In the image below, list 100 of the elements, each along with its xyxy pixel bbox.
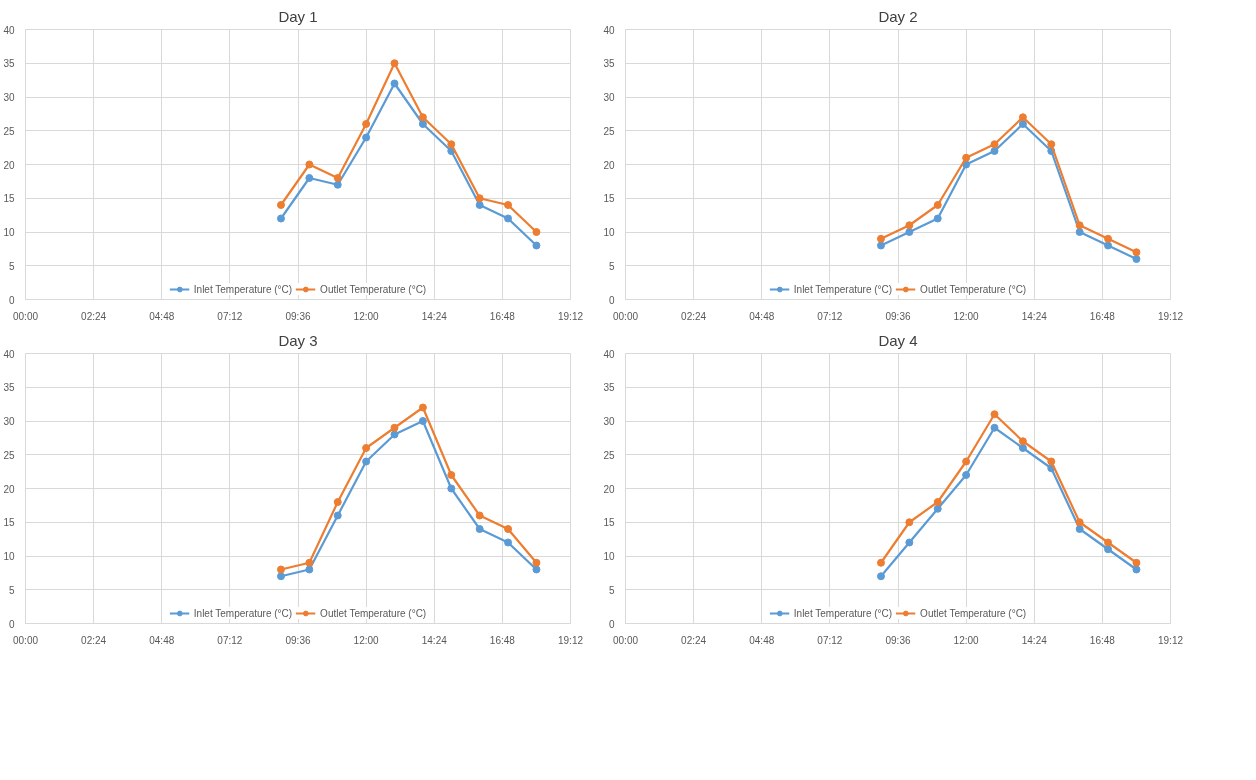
point <box>418 417 427 425</box>
point <box>1104 234 1113 243</box>
y-tick-label: 35 <box>3 382 15 394</box>
point <box>362 120 371 128</box>
point <box>1104 545 1113 554</box>
point <box>1104 538 1113 547</box>
y-tick-label: 20 <box>603 159 615 171</box>
point <box>390 59 399 68</box>
x-tick-label: 04:48 <box>749 634 775 646</box>
point <box>876 234 885 243</box>
point <box>418 403 427 412</box>
y-tick-label: 0 <box>8 294 15 306</box>
y-tick-label: 20 <box>3 483 15 495</box>
y-tick-label: 5 <box>8 584 15 596</box>
point <box>990 147 999 155</box>
point <box>532 228 541 236</box>
point <box>532 558 541 567</box>
y-tick-label: 5 <box>608 260 615 272</box>
legend-label: Outlet Temperature (°C) <box>920 607 1027 619</box>
point <box>305 174 314 182</box>
point <box>447 140 456 149</box>
point <box>905 228 914 236</box>
x-tick-label: 09:36 <box>285 310 311 322</box>
point <box>1075 518 1084 527</box>
y-tick-label: 5 <box>608 584 615 596</box>
point <box>447 471 456 479</box>
x-tick-label: 16:48 <box>1089 310 1116 322</box>
point <box>933 214 942 223</box>
point <box>504 525 513 533</box>
x-tick-label: 00:00 <box>12 634 39 646</box>
point <box>990 423 999 432</box>
point <box>504 214 513 223</box>
point <box>532 241 541 250</box>
point <box>276 214 285 223</box>
y-tick-label: 30 <box>603 92 615 103</box>
x-tick-label: 19:12 <box>1157 634 1184 646</box>
y-tick-label: 25 <box>603 125 615 137</box>
legend-label: Outlet Temperature (°C) <box>320 607 427 619</box>
y-tick-label: 20 <box>3 159 15 171</box>
y-tick-label: 15 <box>3 517 15 529</box>
y-tick-label: 30 <box>603 416 615 427</box>
x-tick-label: 07:12 <box>217 310 243 322</box>
point <box>1075 228 1084 236</box>
point <box>1132 248 1141 257</box>
x-tick-label: 12:00 <box>953 310 980 322</box>
chart-title: Day 1 <box>278 7 318 25</box>
legend-label: Inlet Temperature (°C) <box>793 283 893 295</box>
chart-title: Day 2 <box>878 7 918 25</box>
chart-title: Day 4 <box>878 331 918 349</box>
point <box>333 498 342 506</box>
point <box>990 410 999 419</box>
y-tick-label: 0 <box>8 618 15 630</box>
point <box>333 174 342 182</box>
point <box>362 133 371 142</box>
point <box>905 518 914 527</box>
point <box>962 471 971 479</box>
point <box>905 538 914 547</box>
point <box>990 140 999 149</box>
point <box>933 504 942 513</box>
point <box>276 572 285 581</box>
point <box>276 565 285 574</box>
legend-label: Inlet Temperature (°C) <box>193 283 293 295</box>
point <box>933 498 942 506</box>
y-tick-label: 0 <box>608 618 615 630</box>
y-tick-label: 35 <box>3 58 15 70</box>
x-tick-label: 00:00 <box>612 310 639 322</box>
point <box>504 538 513 547</box>
y-tick-label: 40 <box>3 24 15 36</box>
x-tick-label: 07:12 <box>217 634 243 646</box>
point <box>362 444 371 452</box>
y-tick-label: 5 <box>8 260 15 272</box>
point <box>390 423 399 432</box>
point <box>933 201 942 209</box>
x-tick-label: 16:48 <box>489 310 516 322</box>
point <box>1018 113 1027 122</box>
x-tick-label: 04:48 <box>149 310 175 322</box>
point <box>876 558 885 567</box>
point <box>962 153 971 162</box>
x-tick-label: 00:00 <box>12 310 39 322</box>
point <box>905 221 914 230</box>
x-tick-label: 19:12 <box>1157 310 1184 322</box>
y-tick-label: 15 <box>603 193 615 205</box>
point <box>475 194 484 203</box>
x-tick-label: 14:24 <box>421 634 448 646</box>
y-tick-label: 40 <box>603 348 615 360</box>
point <box>390 79 399 88</box>
point <box>876 572 885 581</box>
point <box>475 201 484 209</box>
y-tick-label: 10 <box>603 227 615 238</box>
y-tick-label: 25 <box>3 125 15 137</box>
point <box>1132 558 1141 567</box>
point <box>276 201 285 209</box>
point <box>362 457 371 466</box>
point <box>333 511 342 520</box>
x-tick-label: 19:12 <box>557 634 584 646</box>
point <box>876 241 885 250</box>
point <box>1018 120 1027 128</box>
x-tick-label: 14:24 <box>421 310 448 322</box>
point <box>1047 140 1056 149</box>
y-tick-label: 35 <box>603 58 615 70</box>
